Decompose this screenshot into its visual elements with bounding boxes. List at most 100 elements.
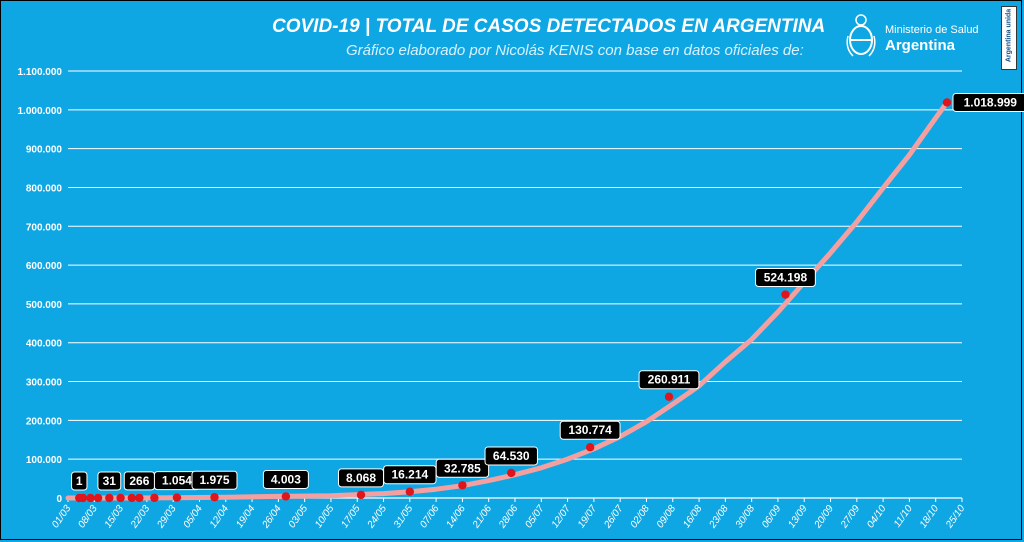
data-point (405, 487, 415, 496)
x-tick-label: 08/03 (76, 503, 100, 530)
data-label: 1.018.999 (964, 95, 1018, 109)
data-point (507, 468, 516, 478)
data-point (105, 493, 114, 503)
data-point (172, 493, 182, 502)
y-tick-label: 500.000 (26, 300, 63, 311)
data-label: 1.054 (162, 474, 192, 488)
y-tick-label: 900.000 (26, 145, 63, 156)
x-tick-label: 26/04 (260, 503, 284, 531)
ministry-logo: Ministerio de Salud Argentina (843, 10, 993, 66)
data-label: 260.911 (648, 373, 691, 387)
data-label: 4.003 (271, 472, 301, 486)
data-label: 130.774 (568, 423, 612, 437)
x-tick-label: 05/04 (182, 503, 206, 530)
y-tick-label: 1.100.000 (18, 67, 63, 78)
data-point (75, 493, 84, 503)
data-label-box (559, 420, 621, 440)
x-tick-label: 10/05 (313, 503, 337, 530)
x-tick-label: 09/08 (655, 503, 679, 530)
x-tick-label: 30/08 (734, 503, 758, 530)
data-point (281, 492, 291, 501)
x-tick-label: 23/08 (707, 503, 731, 531)
y-tick-label: 600.000 (26, 261, 63, 272)
y-tick-label: 200.000 (26, 416, 63, 427)
x-tick-label: 19/07 (576, 503, 600, 530)
y-tick-label: 700.000 (26, 222, 63, 233)
x-tick-label: 21/06 (470, 503, 494, 531)
x-tick-label: 11/10 (892, 503, 915, 530)
x-tick-label: 27/09 (838, 503, 862, 531)
argentina-unida-badge: Argentina unida (1001, 6, 1017, 70)
data-label-box (191, 470, 238, 490)
x-tick-label: 05/07 (523, 503, 547, 530)
data-label: 524.198 (764, 271, 808, 285)
chart-title: COVID-19 | TOTAL DE CASOS DETECTADOS EN … (272, 16, 826, 37)
x-tick-label: 17/05 (339, 503, 363, 530)
x-tick-label: 01/03 (50, 503, 74, 530)
data-point (210, 493, 219, 502)
data-label: 16.214 (391, 468, 428, 482)
data-point (458, 481, 467, 490)
x-tick-label: 20/09 (812, 503, 836, 531)
x-tick-label: 06/09 (760, 503, 784, 530)
data-label-box (435, 458, 490, 478)
data-label: 8.068 (346, 471, 376, 485)
data-point (116, 493, 125, 503)
data-point (86, 493, 95, 503)
data-point (127, 493, 137, 503)
country-name: Argentina (885, 37, 956, 54)
x-tick-label: 28/06 (497, 503, 521, 531)
data-point (135, 493, 144, 503)
y-tick-label: 0 (56, 494, 62, 505)
x-tick-label: 04/10 (865, 503, 889, 530)
ministry-name: Ministerio de Salud (885, 24, 979, 36)
data-point (781, 290, 790, 299)
x-tick-label: 13/09 (786, 503, 810, 530)
x-tick-label: 02/08 (629, 503, 653, 530)
data-label-box (97, 471, 122, 491)
data-point (664, 392, 674, 401)
y-tick-label: 300.000 (26, 378, 63, 389)
data-point (585, 443, 595, 452)
x-tick-label: 03/05 (287, 503, 311, 530)
data-label: 266 (129, 474, 149, 488)
data-label: 31 (103, 474, 117, 488)
data-point (942, 98, 952, 107)
data-label-box (638, 370, 700, 390)
y-tick-label: 800.000 (26, 183, 63, 194)
data-label: 32.785 (444, 461, 481, 475)
chart-subtitle: Gráfico elaborado por Nicolás KENIS con … (346, 42, 804, 59)
x-tick-label: 15/03 (103, 503, 127, 530)
x-tick-label: 12/04 (208, 503, 232, 530)
y-tick-label: 100.000 (26, 455, 63, 466)
data-point (150, 493, 159, 503)
data-point (356, 490, 366, 500)
x-tick-label: 16/08 (681, 503, 705, 530)
data-label-box (952, 92, 1024, 112)
x-tick-label: 12/07 (550, 503, 574, 530)
x-tick-label: 07/06 (418, 503, 442, 530)
y-tick-label: 400.000 (26, 339, 63, 350)
x-tick-label: 26/07 (602, 503, 626, 531)
x-tick-label: 31/05 (392, 503, 416, 530)
data-label-box (262, 469, 309, 489)
x-tick-label: 24/05 (365, 503, 389, 531)
data-label-box (755, 268, 816, 288)
data-label-box (71, 471, 88, 491)
y-tick-label: 1.000.000 (18, 106, 63, 117)
x-tick-label: 18/10 (918, 503, 942, 530)
x-tick-label: 14/06 (445, 503, 469, 530)
x-tick-label: 19/04 (234, 503, 258, 530)
data-label: 64.530 (493, 449, 530, 463)
series-line (65, 99, 950, 501)
x-tick-label: 22/03 (128, 503, 152, 531)
data-label: 1 (76, 474, 83, 488)
coat-of-arms-icon (846, 14, 876, 57)
data-label: 1.975 (199, 473, 229, 487)
x-tick-label: 29/03 (155, 503, 179, 531)
x-tick-label: 25/10 (944, 503, 968, 531)
data-point (93, 493, 103, 503)
data-label-box (484, 446, 538, 466)
